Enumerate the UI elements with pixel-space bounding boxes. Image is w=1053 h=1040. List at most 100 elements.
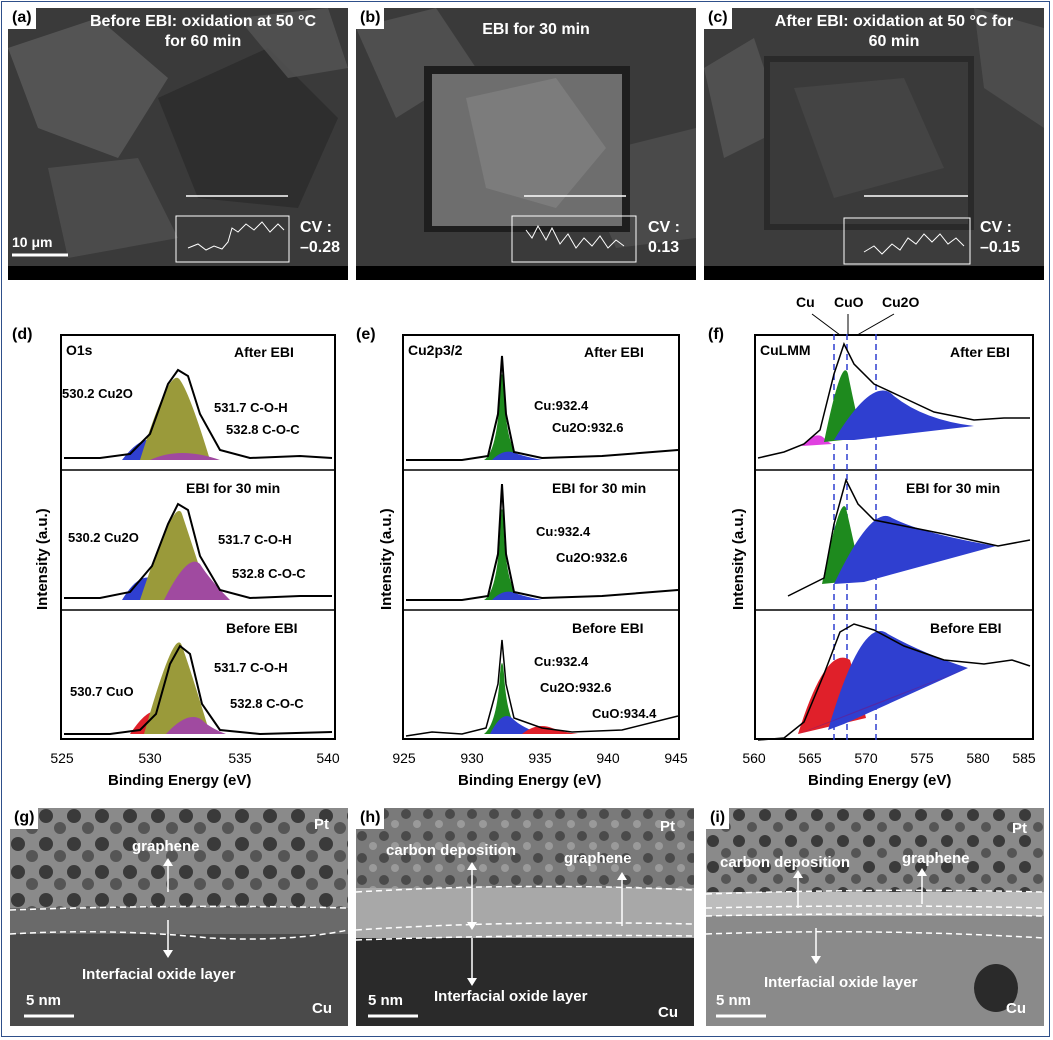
tem-panel-g: (g) Pt graphene Interfacial oxide layer … bbox=[10, 808, 348, 1026]
sem-caption-c: After EBI: oxidation at 50 °C for 60 min bbox=[744, 12, 1044, 52]
tem-i-graphene: graphene bbox=[902, 850, 970, 867]
panel-label-d: (d) bbox=[12, 326, 33, 343]
sem-panel-a: (a) Before EBI: oxidation at 50 °C for 6… bbox=[8, 8, 348, 280]
tem-panel-i: (i) Pt carbon deposition graphene Interf… bbox=[706, 808, 1044, 1026]
tem-panel-h: (h) Pt carbon deposition graphene Interf… bbox=[356, 808, 694, 1026]
sem-panel-c: (c) After EBI: oxidation at 50 °C for 60… bbox=[704, 8, 1044, 280]
xtick-e-0: 925 bbox=[392, 750, 416, 766]
xtick-d-2: 535 bbox=[228, 750, 252, 766]
tem-image-i bbox=[706, 808, 1044, 1026]
tem-h-scale: 5 nm bbox=[368, 992, 404, 1009]
sem-caption-a-line1: Before EBI: oxidation at 50 °C bbox=[90, 13, 316, 30]
xtick-d-1: 530 bbox=[138, 750, 162, 766]
ann-d-1-3: 532.8 C-O-C bbox=[226, 422, 300, 437]
cv-c: CV : –0.15 bbox=[980, 218, 1020, 258]
sem-scale-a: 10 μm bbox=[12, 234, 53, 250]
tem-g-scale: 5 nm bbox=[26, 992, 62, 1009]
xtick-f-4: 580 bbox=[966, 750, 990, 766]
sem-infobar-b bbox=[356, 266, 696, 280]
panel-label-b: (b) bbox=[356, 8, 385, 29]
ylabel-d: Intensity (a.u.) bbox=[34, 508, 51, 610]
sem-caption-c-line2: 60 min bbox=[868, 33, 920, 50]
ann-d-1-2: 531.7 C-O-H bbox=[214, 400, 288, 415]
xtick-e-4: 945 bbox=[664, 750, 688, 766]
state-e-3: Before EBI bbox=[572, 620, 644, 636]
xtick-e-1: 930 bbox=[460, 750, 484, 766]
ann-d-1-1: 530.2 Cu2O bbox=[62, 386, 133, 401]
sem-caption-c-line1: After EBI: oxidation at 50 °C for bbox=[774, 13, 1014, 30]
tem-g-oxide: Interfacial oxide layer bbox=[82, 966, 236, 983]
xtick-e-2: 935 bbox=[528, 750, 552, 766]
panel-label-h: (h) bbox=[356, 808, 385, 829]
xtick-d-0: 525 bbox=[50, 750, 74, 766]
xlabel-d: Binding Energy (eV) bbox=[108, 772, 252, 789]
ann-d-2-1: 530.2 Cu2O bbox=[68, 530, 139, 545]
sem-infobar-c bbox=[704, 266, 1044, 280]
ann-e-3-1: Cu:932.4 bbox=[534, 654, 589, 669]
tem-h-carbon: carbon deposition bbox=[386, 842, 517, 859]
tem-h-pt: Pt bbox=[660, 818, 675, 835]
ann-d-3-2: 531.7 C-O-H bbox=[214, 660, 288, 675]
tem-h-cu: Cu bbox=[658, 1004, 678, 1021]
state-f-3: Before EBI bbox=[930, 620, 1002, 636]
sem-caption-b-line1: EBI for 30 min bbox=[482, 21, 590, 38]
ann-e-2-1: Cu:932.4 bbox=[536, 524, 591, 539]
cv-b-value: 0.13 bbox=[648, 239, 680, 256]
ylabel-f: Intensity (a.u.) bbox=[730, 508, 747, 610]
xps-panel-f: CuLMM After EBI EBI for 30 min Before EB… bbox=[754, 334, 1044, 746]
ann-e-3-3: CuO:934.4 bbox=[592, 706, 657, 721]
ann-d-3-3: 532.8 C-O-C bbox=[230, 696, 304, 711]
panel-label-f: (f) bbox=[708, 326, 724, 343]
cv-a: CV : –0.28 bbox=[300, 218, 340, 258]
tem-g-cu: Cu bbox=[312, 1000, 332, 1017]
top-label-cu2o: Cu2O bbox=[882, 294, 920, 310]
top-label-cuo: CuO bbox=[834, 294, 864, 310]
panel-label-i: (i) bbox=[706, 808, 730, 829]
xtick-d-3: 540 bbox=[316, 750, 340, 766]
cv-a-label: CV : bbox=[300, 219, 332, 236]
element-label-d: O1s bbox=[66, 342, 93, 358]
xtick-e-3: 940 bbox=[596, 750, 620, 766]
sem-panel-b: (b) EBI for 30 min CV : 0.13 bbox=[356, 8, 696, 280]
sem-image-b bbox=[356, 8, 696, 280]
ylabel-e: Intensity (a.u.) bbox=[378, 508, 395, 610]
cv-a-value: –0.28 bbox=[300, 239, 341, 256]
ann-d-3-1: 530.7 CuO bbox=[70, 684, 134, 699]
state-f-2: EBI for 30 min bbox=[906, 480, 1001, 496]
ann-e-1-1: Cu:932.4 bbox=[534, 398, 589, 413]
sem-infobar-a bbox=[8, 266, 348, 280]
element-label-e: Cu2p3/2 bbox=[408, 342, 463, 358]
xlabel-e: Binding Energy (eV) bbox=[458, 772, 602, 789]
state-d-1: After EBI bbox=[234, 344, 294, 360]
state-f-1: After EBI bbox=[950, 344, 1010, 360]
sem-caption-a: Before EBI: oxidation at 50 °C for 60 mi… bbox=[63, 12, 343, 52]
xtick-f-2: 570 bbox=[854, 750, 878, 766]
tem-g-pt: Pt bbox=[314, 816, 329, 833]
tem-i-scale: 5 nm bbox=[716, 992, 752, 1009]
panel-label-e: (e) bbox=[356, 326, 376, 343]
panel-label-g: (g) bbox=[10, 808, 39, 829]
state-e-2: EBI for 30 min bbox=[552, 480, 647, 496]
state-d-3: Before EBI bbox=[226, 620, 298, 636]
tem-i-cu: Cu bbox=[1006, 1000, 1026, 1017]
cv-b: CV : 0.13 bbox=[648, 218, 680, 258]
xps-panel-e: Cu2p3/2 After EBI Cu:932.4 Cu2O:932.6 EB… bbox=[402, 334, 692, 746]
cv-c-value: –0.15 bbox=[980, 239, 1021, 256]
ann-d-2-3: 532.8 C-O-C bbox=[232, 566, 306, 581]
ann-d-2-2: 531.7 C-O-H bbox=[218, 532, 292, 547]
tem-g-graphene: graphene bbox=[132, 838, 200, 855]
tem-h-oxide: Interfacial oxide layer bbox=[434, 988, 588, 1005]
element-label-f: CuLMM bbox=[760, 342, 811, 358]
state-e-1: After EBI bbox=[584, 344, 644, 360]
xps-plot-f bbox=[754, 334, 1034, 741]
panel-label-c: (c) bbox=[704, 8, 732, 29]
xtick-f-5: 585 bbox=[1012, 750, 1036, 766]
tem-i-pt: Pt bbox=[1012, 820, 1027, 837]
cv-b-label: CV : bbox=[648, 219, 680, 236]
xps-plot-d bbox=[60, 334, 336, 740]
xlabel-f: Binding Energy (eV) bbox=[808, 772, 952, 789]
xtick-f-0: 560 bbox=[742, 750, 766, 766]
xps-panel-d: O1s After EBI 530.2 Cu2O 531.7 C-O-H 532… bbox=[60, 334, 348, 746]
state-d-2: EBI for 30 min bbox=[186, 480, 281, 496]
